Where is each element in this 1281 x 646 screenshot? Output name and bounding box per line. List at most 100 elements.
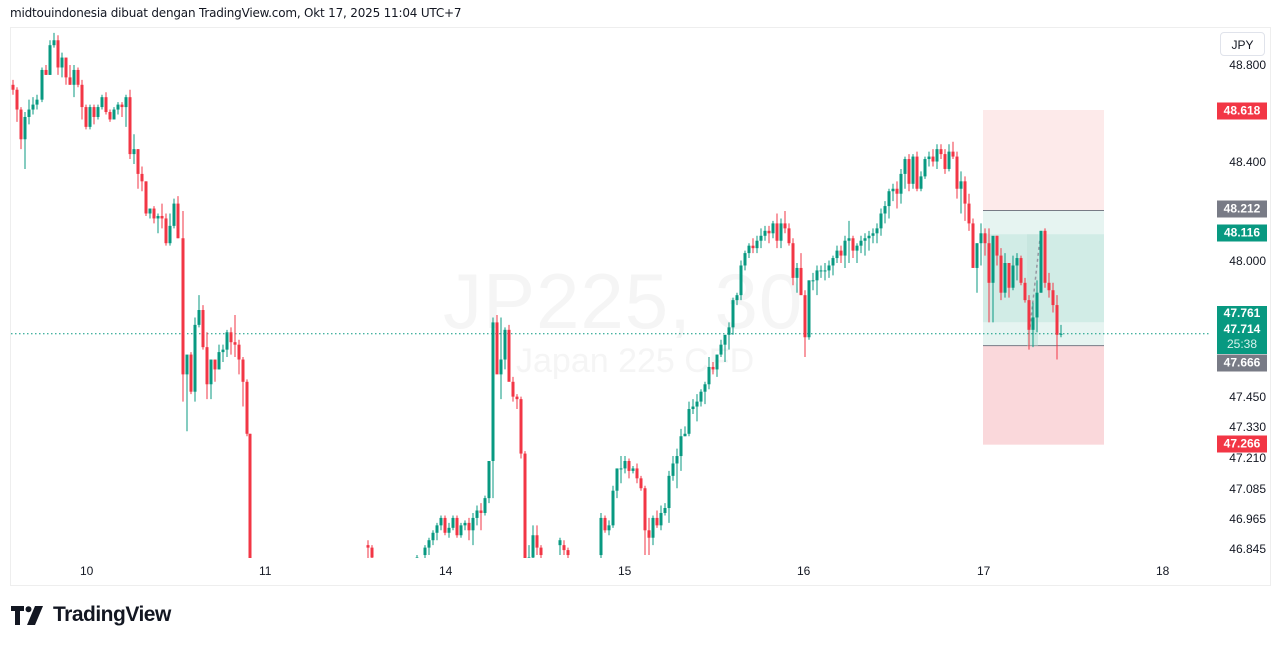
current-price-label: 47.761 47.714 25:38 [1217, 306, 1267, 354]
candle-body [229, 332, 233, 343]
tradingview-logo-icon [11, 605, 43, 625]
candle-body [185, 354, 189, 375]
candle-body [483, 498, 487, 513]
candle-body [160, 215, 164, 219]
candle-body [647, 530, 651, 538]
candle-body [172, 203, 176, 226]
candle-body [104, 97, 108, 113]
candle-body [1003, 263, 1007, 293]
candle-body [695, 401, 699, 407]
candle-body [755, 240, 759, 249]
candle-body [751, 245, 755, 249]
candle-body [503, 329, 507, 360]
candle-body [971, 223, 975, 268]
candle-body [919, 176, 923, 189]
candle-body [935, 149, 939, 162]
candle-body [44, 69, 48, 75]
candle-body [827, 265, 831, 271]
candle-body [659, 512, 663, 526]
candle-body [783, 223, 787, 229]
candle-body [459, 525, 463, 536]
candle-body [743, 253, 747, 266]
candle-body [519, 399, 523, 454]
candle-body [815, 270, 819, 281]
candle-body [209, 359, 213, 385]
candle-body [168, 225, 172, 244]
price-tick: 48.400 [1229, 155, 1266, 169]
candle-body [643, 488, 647, 531]
candle-body [471, 517, 475, 531]
candle-body [189, 354, 193, 392]
description-watermark: Japan 225 CFD [516, 342, 755, 380]
candle-body [955, 156, 959, 189]
candle-body [193, 324, 197, 392]
time-axis[interactable]: 10 11 14 15 16 17 18 [11, 558, 1210, 585]
entry-upper-label: 48.212 [1217, 200, 1267, 218]
candle-body [671, 463, 675, 476]
candle-body [427, 540, 431, 548]
candle-body [366, 545, 370, 548]
candle-body [1047, 282, 1051, 291]
candle-body [1031, 317, 1035, 330]
candle-body [887, 191, 891, 207]
candle-body [495, 322, 499, 375]
candle-body [907, 159, 911, 184]
candle-body [667, 475, 671, 509]
candle-body [447, 527, 451, 533]
candle-body [663, 508, 667, 513]
candle-body [803, 295, 807, 338]
candle-body [136, 149, 140, 174]
candle-body [566, 550, 570, 556]
candle-body [631, 468, 635, 471]
candle-body [807, 280, 811, 338]
candle-body [847, 238, 851, 241]
candle-body [156, 215, 160, 219]
candlestick-chart [11, 32, 1210, 558]
candle-body [959, 181, 963, 189]
candle-body [727, 327, 731, 335]
stop-zone-lower[interactable] [983, 345, 1104, 445]
candle-body [148, 208, 152, 214]
candle-body [679, 436, 683, 457]
candle-body [197, 310, 201, 325]
candle-body [72, 69, 76, 85]
candle-body [562, 545, 566, 551]
candle-body [875, 228, 879, 234]
candle-body [943, 154, 947, 169]
candle-body [164, 218, 168, 244]
candle-body [535, 535, 539, 548]
candle-body [31, 104, 35, 110]
price-tick: 48.800 [1229, 58, 1266, 72]
candle-body [181, 238, 185, 375]
price-axis[interactable]: 48.800 48.400 48.000 47.450 47.330 47.210 47.0… [1210, 28, 1270, 558]
candle-body [915, 156, 919, 189]
chart-attribution: midtouindonesia dibuat dengan TradingVie… [10, 6, 462, 20]
candle-body [120, 104, 124, 108]
candle-body [1027, 300, 1031, 330]
candle-body [507, 329, 511, 382]
candle-body [475, 510, 479, 518]
candle-body [248, 433, 252, 558]
candle-body [823, 270, 827, 272]
candle-body [108, 112, 112, 120]
currency-selector[interactable]: JPY [1220, 32, 1265, 56]
candle-body [76, 69, 80, 85]
stop-loss-upper-label: 48.618 [1217, 102, 1267, 120]
candle-body [176, 203, 180, 239]
candle-body [124, 97, 128, 108]
candle-body [217, 352, 221, 370]
candle-body [923, 159, 927, 177]
candle-body [723, 334, 727, 345]
candle-body [627, 461, 631, 471]
chart-plot-area[interactable]: JP225, 30 Japan 225 CFD [11, 28, 1210, 558]
candle-body [963, 181, 967, 204]
candle-body [863, 238, 867, 241]
candle-body [233, 342, 237, 345]
time-tick: 14 [439, 564, 453, 578]
price-tick: 46.845 [1229, 542, 1266, 556]
candle-body [651, 517, 655, 538]
last-high-value: 47.761 [1223, 306, 1261, 320]
candle-body [899, 173, 903, 194]
candle-body [237, 344, 241, 360]
stop-zone-upper[interactable] [983, 110, 1104, 211]
